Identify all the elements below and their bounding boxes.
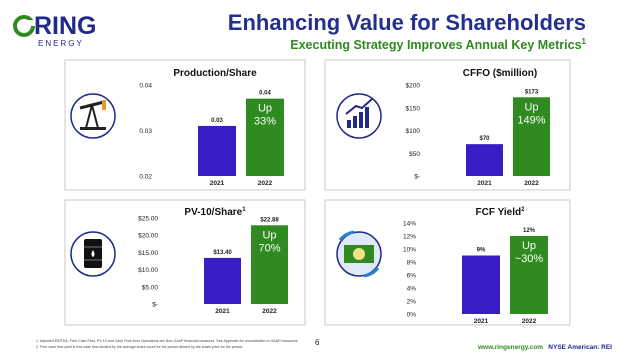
y-tick-label: $100 [406, 128, 421, 135]
value-label: $22.88 [260, 217, 279, 223]
annotation: 70% [258, 242, 280, 254]
y-tick-label: 12% [403, 234, 416, 241]
value-label: 9% [477, 248, 486, 254]
y-tick-label: $- [414, 174, 420, 181]
y-tick-label: 10% [403, 247, 416, 254]
value-label: $173 [525, 89, 539, 95]
bar [251, 225, 288, 304]
y-tick-label: $50 [409, 151, 420, 158]
annotation: 149% [517, 114, 545, 126]
bar [510, 236, 548, 314]
chart-title: FCF Yield2 [476, 207, 526, 218]
annotation: Up [524, 101, 538, 113]
slide-title: Enhancing Value for Shareholders [228, 10, 586, 35]
y-tick-label: $5.00 [142, 284, 159, 291]
y-tick-label: 14% [403, 221, 416, 228]
bar [513, 97, 550, 176]
chart-title: Production/Share [173, 68, 257, 79]
chart-title-note: 2 [521, 207, 525, 213]
value-label: 0.03 [211, 118, 223, 124]
chart-title-note: 1 [242, 207, 246, 213]
logo: RING ENERGY [13, 12, 97, 48]
footnote: 2. Free cash flow yield is free cash flo… [36, 345, 243, 349]
chart-title-text: FCF Yield [476, 207, 522, 218]
x-tick-label: 2022 [262, 308, 277, 315]
y-tick-label: $200 [406, 83, 421, 90]
y-tick-label: 2% [407, 299, 417, 306]
bar [204, 257, 241, 304]
chart-title: PV-10/Share1 [184, 207, 246, 218]
chart-title-text: CFFO ($million) [463, 68, 537, 79]
value-label: 0.04 [259, 91, 271, 97]
y-tick-label: $150 [406, 105, 421, 112]
x-tick-label: 2022 [522, 318, 537, 325]
x-tick-label: 2022 [524, 180, 539, 187]
value-label: $13.40 [213, 250, 232, 256]
y-tick-label: $20.00 [138, 233, 158, 240]
chart-title-text: Production/Share [173, 68, 257, 79]
annotation: Up [262, 229, 276, 241]
x-tick-label: 2021 [210, 180, 225, 187]
y-tick-label: $10.00 [138, 267, 158, 274]
page-number: 6 [315, 338, 320, 347]
annotation: 33% [254, 116, 276, 128]
chart-title: CFFO ($million) [463, 68, 537, 79]
x-tick-label: 2021 [477, 180, 492, 187]
bar [462, 255, 500, 314]
bar [198, 125, 236, 176]
subtitle-note: 1 [582, 37, 587, 46]
icon-growth [336, 93, 382, 139]
bar [466, 144, 503, 176]
icon-cash [336, 230, 382, 278]
y-tick-label: 0% [407, 312, 417, 319]
subtitle-text: Executing Strategy Improves Annual Key M… [290, 38, 581, 52]
annotation: Up [522, 240, 536, 252]
footnote: 1. Adjusted EBITDA, Free Cash Flow, PV-1… [36, 339, 298, 343]
x-tick-label: 2022 [258, 180, 273, 187]
y-tick-label: 0.04 [139, 83, 152, 90]
icon-barrel [70, 231, 116, 277]
ticker: NYSE American: REI [548, 344, 612, 351]
logo-text: RING [34, 12, 97, 40]
value-label: $70 [479, 136, 490, 142]
chart-title-text: PV-10/Share [184, 207, 242, 218]
website: www.ringenergy.com [477, 344, 543, 351]
bar [246, 98, 284, 176]
y-tick-label: 0.02 [139, 174, 152, 181]
y-tick-label: $- [152, 302, 158, 309]
x-tick-label: 2021 [215, 308, 230, 315]
y-tick-label: 6% [407, 273, 417, 280]
annotation: Up [258, 103, 272, 115]
y-tick-label: $25.00 [138, 216, 158, 223]
icon-pumpjack [70, 93, 116, 139]
y-tick-label: 4% [407, 286, 417, 293]
logo-gap [27, 20, 35, 26]
y-tick-label: $15.00 [138, 250, 158, 257]
value-label: 12% [523, 228, 536, 234]
y-tick-label: 8% [407, 260, 417, 267]
annotation: ~30% [515, 253, 544, 265]
logo-subtext: ENERGY [38, 39, 84, 48]
x-tick-label: 2021 [474, 318, 489, 325]
y-tick-label: 0.03 [139, 128, 152, 135]
slide-subtitle: Executing Strategy Improves Annual Key M… [290, 37, 586, 52]
